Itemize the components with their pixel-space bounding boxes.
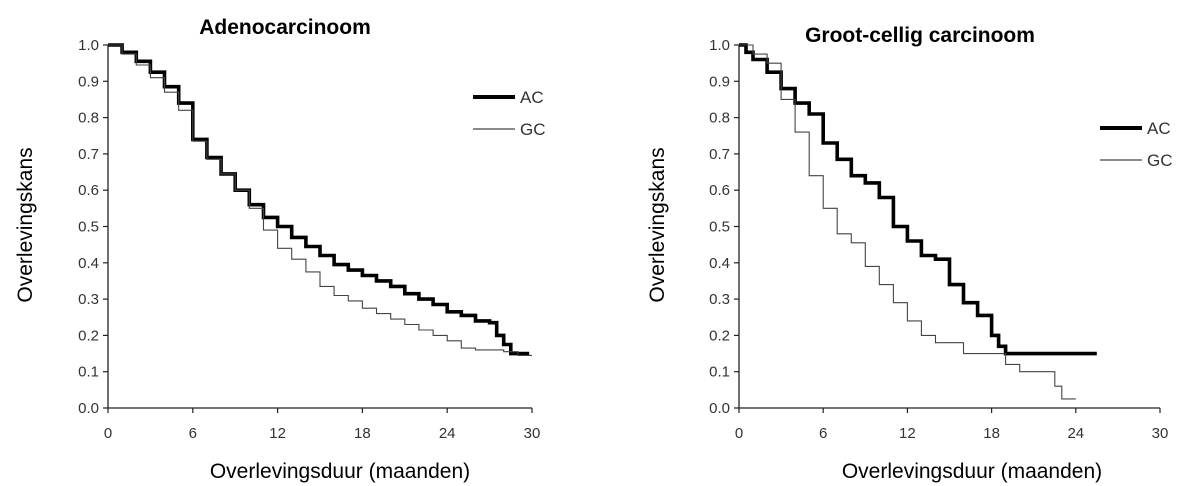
- x-tick-label: 30: [1152, 425, 1169, 442]
- legend: AC GC: [473, 88, 546, 139]
- y-tick-label: 0.2: [78, 327, 99, 344]
- y-axis-label: Overlevingskans: [14, 147, 37, 302]
- y-tick-label: 0.4: [709, 255, 730, 272]
- legend-label-gc: GC: [520, 120, 546, 139]
- x-axis-label: Overlevingsduur (maanden): [210, 460, 470, 483]
- legend-label-ac: AC: [520, 88, 544, 107]
- y-tick-label: 0.5: [78, 219, 99, 236]
- y-tick-label: 1.0: [709, 37, 730, 54]
- y-tick-label: 0.0: [78, 400, 99, 417]
- x-tick-label: 12: [269, 425, 286, 442]
- x-tick-label: 6: [819, 425, 827, 442]
- legend: AC GC: [1100, 119, 1173, 170]
- chart-title: Groot-cellig carcinoom: [805, 24, 1035, 47]
- x-tick-label: 6: [189, 425, 197, 442]
- y-tick-label: 0.7: [709, 146, 730, 163]
- x-tick-label: 24: [1067, 425, 1084, 442]
- y-tick-label: 0.4: [78, 255, 99, 272]
- y-tick-label: 0.3: [709, 291, 730, 308]
- axes: 0.0 0.1 0.2 0.3 0.4 0.5 0.6 0.7 0.8 0.9 1.0 0 6 12 18 2…: [78, 37, 540, 442]
- x-axis-label: Overlevingsduur (maanden): [842, 460, 1102, 483]
- series-group: [739, 43, 1097, 400]
- y-tick-label: 0.3: [78, 291, 99, 308]
- x-tick-label: 30: [524, 425, 541, 442]
- y-tick-label: 0.5: [709, 219, 730, 236]
- series-line-gc: [108, 44, 532, 356]
- y-tick-label: 0.6: [709, 182, 730, 199]
- axis-lines: [107, 45, 532, 409]
- series-group: [108, 43, 532, 356]
- legend-label-ac: AC: [1147, 119, 1171, 138]
- x-tick-label: 12: [899, 425, 916, 442]
- series-line-gc: [739, 44, 1076, 400]
- chart-adenocarcinoom: Adenocarcinoom Overlevingskans Overlevin…: [14, 16, 546, 483]
- y-tick-label: 0.7: [78, 146, 99, 163]
- y-axis-label: Overlevingskans: [646, 147, 669, 302]
- x-tick-label: 18: [983, 425, 1000, 442]
- y-tick-label: 0.2: [709, 327, 730, 344]
- x-tick-label: 0: [104, 425, 112, 442]
- legend-label-gc: GC: [1147, 151, 1173, 170]
- y-tick-label: 0.1: [78, 364, 99, 381]
- series-line-ac: [739, 43, 1097, 356]
- chart-title: Adenocarcinoom: [199, 16, 371, 39]
- y-tick-label: 0.0: [709, 400, 730, 417]
- y-tick-label: 0.8: [709, 110, 730, 127]
- chart-groot-cellig-carcinoom: Groot-cellig carcinoom Overlevingskans O…: [646, 24, 1173, 483]
- x-tick-label: 0: [735, 425, 743, 442]
- x-tick-label: 24: [439, 425, 456, 442]
- y-tick-label: 0.9: [78, 73, 99, 90]
- axes: 0.0 0.1 0.2 0.3 0.4 0.5 0.6 0.7 0.8 0.9 1.0 0 6 12 18 2…: [709, 37, 1168, 442]
- x-tick-label: 18: [354, 425, 371, 442]
- y-tick-label: 0.6: [78, 182, 99, 199]
- y-tick-label: 0.9: [709, 73, 730, 90]
- y-tick-label: 1.0: [78, 37, 99, 54]
- y-tick-label: 0.1: [709, 364, 730, 381]
- series-line-ac: [108, 43, 530, 356]
- y-tick-label: 0.8: [78, 110, 99, 127]
- axis-lines: [738, 45, 1160, 409]
